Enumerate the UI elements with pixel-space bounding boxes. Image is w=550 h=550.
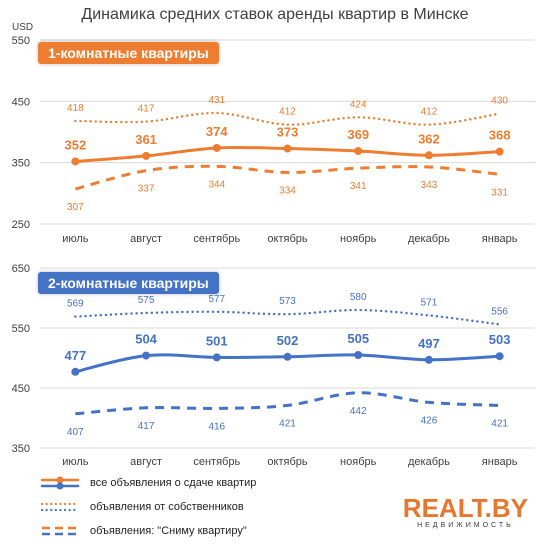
x-tick-label: сентябрь: [193, 233, 240, 245]
x-tick-label: декабрь: [408, 233, 450, 245]
data-point: [354, 351, 363, 359]
data-point: [495, 147, 504, 156]
y-tick-label: 350: [12, 443, 30, 455]
data-label: 418: [67, 103, 84, 114]
data-label: 573: [279, 296, 296, 307]
legend-marker: [56, 476, 64, 484]
data-label: 307: [67, 202, 84, 213]
data-label: 442: [350, 406, 367, 417]
x-tick-label: сентябрь: [193, 456, 240, 468]
x-tick-label: октябрь: [267, 456, 307, 468]
logo-sub-text: НЕДВИЖИМОСТЬ: [417, 522, 514, 529]
data-label: 426: [421, 415, 438, 426]
data-label: 374: [206, 124, 228, 139]
data-label: 412: [279, 107, 296, 118]
data-point: [142, 151, 151, 160]
data-point: [283, 144, 292, 153]
x-tick-label: декабрь: [408, 456, 450, 468]
data-label: 368: [489, 128, 511, 143]
logo-main-text: REALT.BY: [402, 493, 528, 523]
y-tick-label: 450: [12, 383, 30, 395]
y-tick-label: 350: [12, 158, 30, 170]
series-line-dotted: [74, 308, 501, 326]
data-label: 407: [67, 427, 84, 438]
data-label: 571: [421, 297, 438, 308]
data-label: 501: [206, 333, 228, 348]
series-line-dashed: [74, 164, 500, 191]
series-line-dashed: [75, 391, 500, 416]
data-point: [71, 367, 80, 376]
series-line-dotted: [74, 111, 501, 126]
data-label: 417: [138, 421, 155, 432]
legend-marker: [56, 482, 64, 490]
x-tick-label: январь: [482, 233, 518, 245]
x-tick-label: август: [130, 456, 162, 468]
data-label: 421: [279, 418, 296, 429]
data-point: [495, 352, 504, 361]
x-tick-label: июль: [62, 456, 89, 468]
data-label: 331: [491, 187, 508, 198]
data-label: 477: [65, 348, 87, 363]
chart-title: Динамика средних ставок аренды квартир в…: [81, 6, 469, 23]
legend-label-solid: все объявления о сдаче квартир: [90, 477, 257, 489]
unit-label: USD: [12, 22, 34, 33]
data-label: 373: [277, 125, 299, 140]
data-label: 430: [491, 96, 508, 107]
panel-title-1room: 1-комнатные квартиры: [38, 42, 219, 64]
data-point: [424, 151, 433, 160]
data-point: [283, 352, 292, 361]
data-point: [142, 351, 151, 360]
x-tick-label: январь: [482, 456, 518, 468]
data-label: 424: [350, 99, 367, 110]
x-tick-label: ноябрь: [340, 456, 377, 468]
data-label: 505: [347, 331, 369, 346]
panel-title-2room: 2-комнатные квартиры: [38, 272, 219, 294]
y-tick-label: 450: [12, 96, 30, 108]
data-label: 421: [491, 418, 508, 429]
x-tick-label: ноябрь: [340, 233, 377, 245]
data-label: 575: [138, 295, 155, 306]
data-label: 503: [489, 332, 511, 347]
data-label: 504: [135, 332, 157, 347]
x-tick-label: октябрь: [267, 233, 307, 245]
legend-label-dotted: объявления от собственников: [90, 501, 244, 513]
y-tick-label: 250: [12, 219, 30, 231]
data-label: 416: [208, 421, 225, 432]
data-label: 417: [138, 104, 155, 115]
y-tick-label: 550: [12, 35, 30, 47]
data-label: 412: [421, 107, 438, 118]
data-label: 341: [350, 181, 367, 192]
data-label: 361: [135, 132, 157, 147]
x-tick-label: июль: [62, 233, 89, 245]
legend-label-dashed: объявления: "Сниму квартиру": [90, 525, 247, 537]
data-label: 362: [418, 131, 440, 146]
y-tick-label: 650: [12, 263, 30, 275]
data-label: 497: [418, 336, 440, 351]
data-point: [212, 143, 221, 152]
data-label: 577: [208, 294, 225, 305]
y-tick-label: 550: [12, 323, 30, 335]
data-label: 502: [277, 333, 299, 348]
data-point: [71, 157, 80, 166]
data-point: [212, 353, 221, 362]
data-point: [354, 147, 363, 156]
data-label: 337: [138, 184, 155, 195]
realt-logo: REALT.BY НЕДВИЖИМОСТЬ: [403, 495, 528, 530]
data-label: 569: [67, 299, 84, 310]
data-label: 334: [279, 185, 296, 196]
data-label: 343: [421, 180, 438, 191]
data-label: 580: [350, 292, 367, 303]
data-label: 344: [208, 179, 225, 190]
data-label: 431: [208, 95, 225, 106]
data-label: 369: [347, 127, 369, 142]
x-tick-label: август: [130, 233, 162, 245]
data-point: [424, 355, 433, 364]
data-label: 352: [65, 137, 87, 152]
data-label: 556: [491, 306, 508, 317]
